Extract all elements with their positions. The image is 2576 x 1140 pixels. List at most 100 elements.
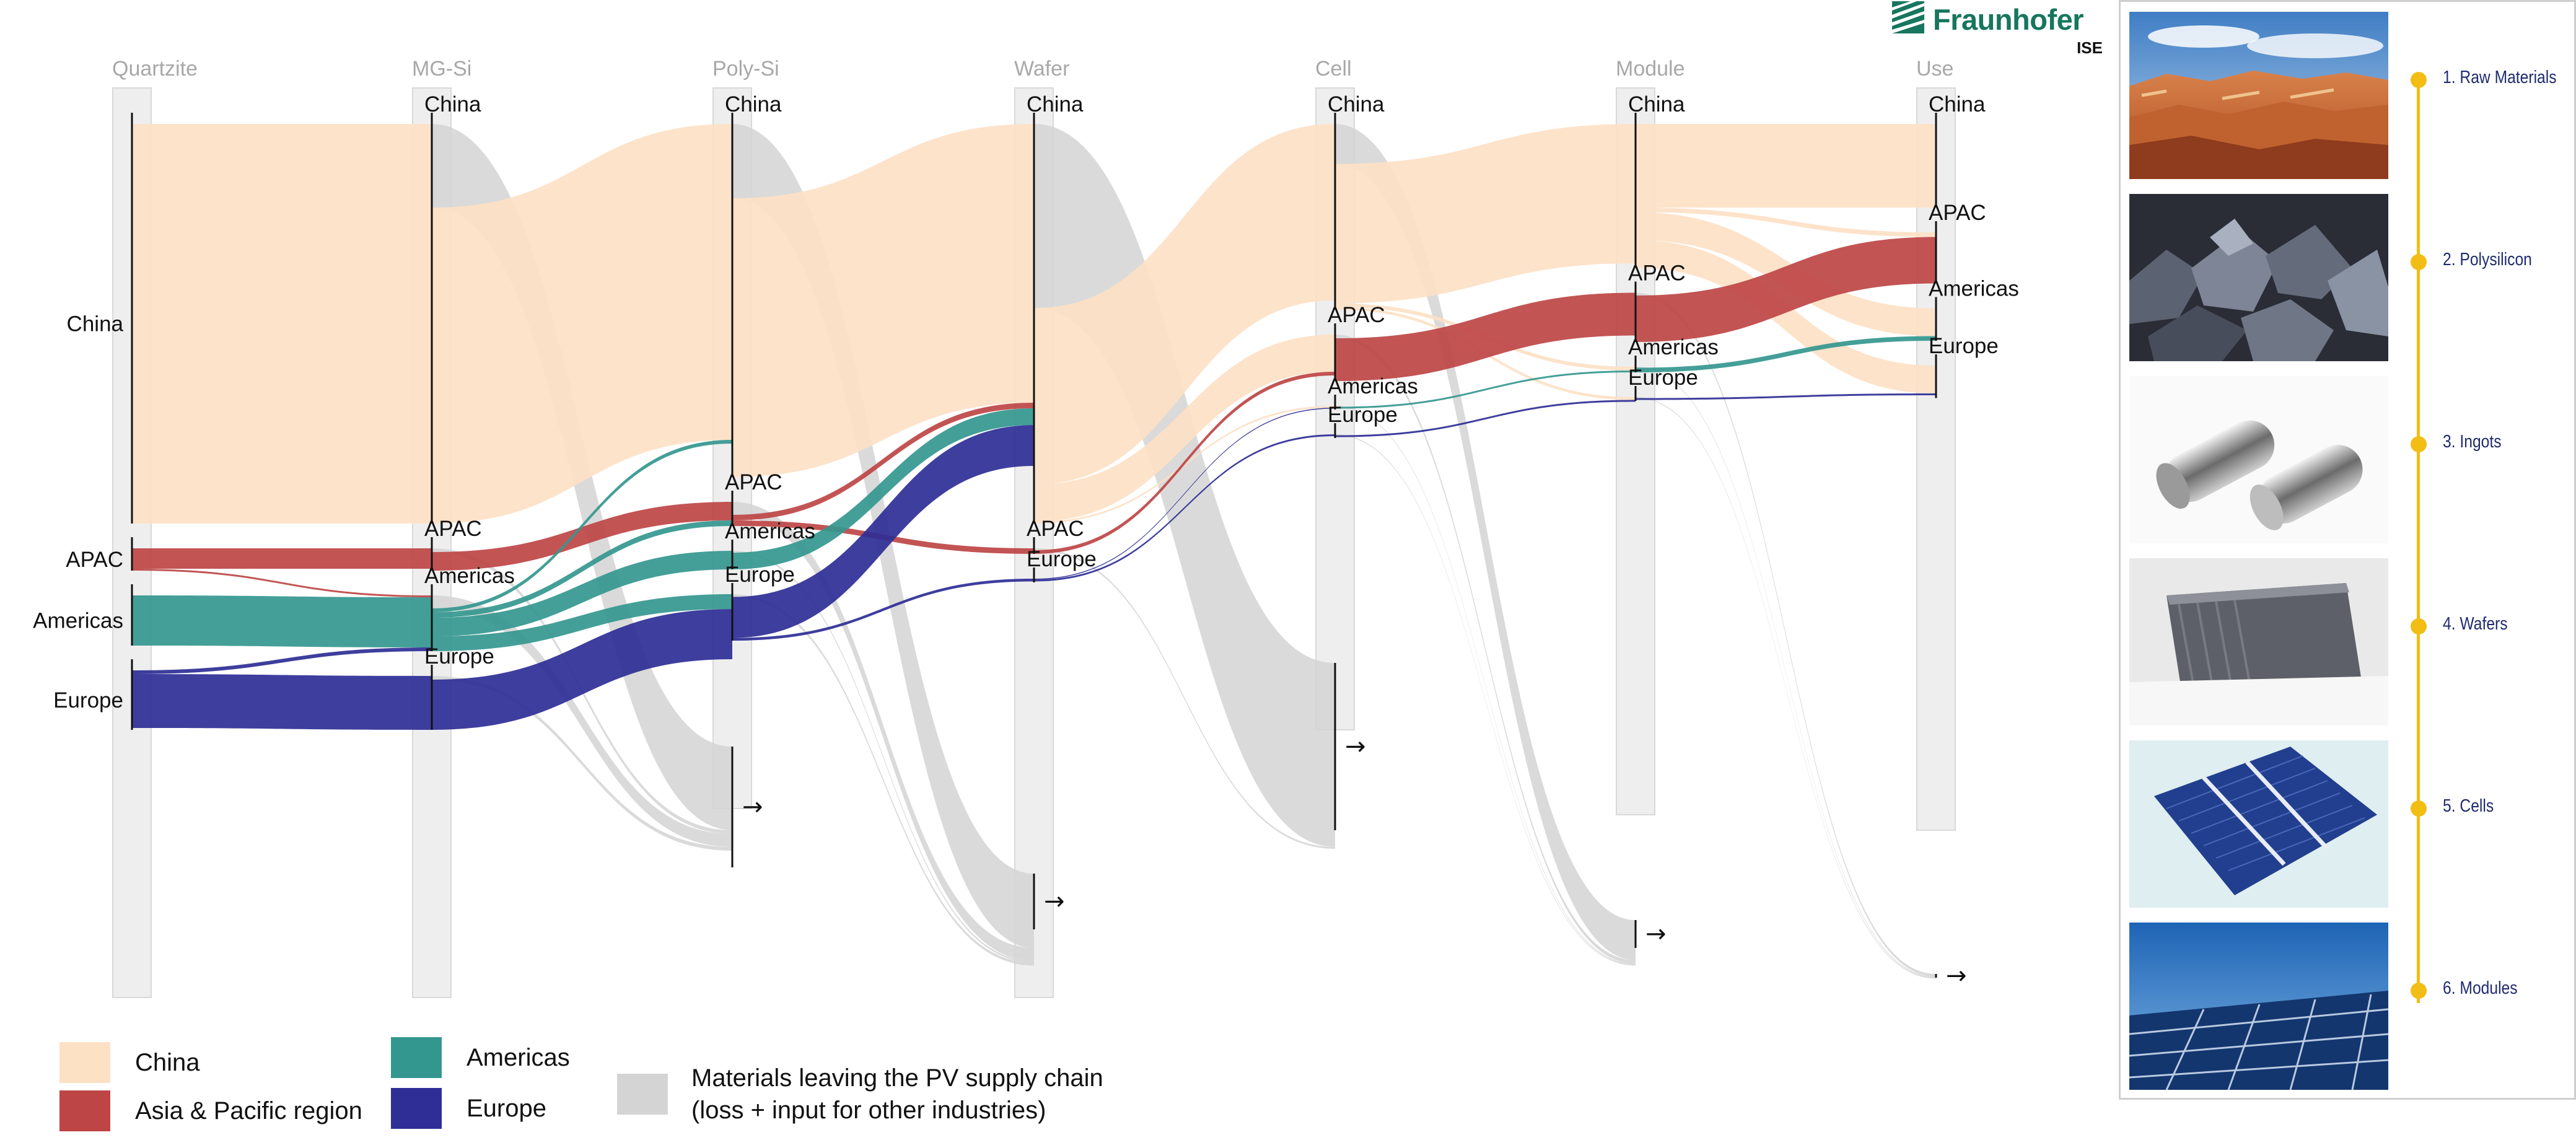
- flow-1-americas-to-leaving: [432, 595, 732, 847]
- legend-swatch-apac: [59, 1090, 110, 1131]
- silicon-ingots-photo: [2129, 376, 2388, 543]
- node-label-6-americas: Americas: [1929, 277, 2019, 301]
- node-label-5-apac: APAC: [1628, 261, 1686, 286]
- leaving-arrow-4: →: [1345, 732, 1366, 761]
- legend-item-europe: Europe: [391, 1088, 546, 1129]
- flow-3-europe-to-americas: [1034, 408, 1335, 580]
- flow-3-apac-to-apac: [1034, 372, 1335, 554]
- flow-1-europe-to-leaving: [432, 676, 732, 851]
- flow-4-apac-to-leaving: [1335, 335, 1636, 964]
- node-label-3-china: China: [1027, 92, 1084, 116]
- node-label-4-americas: Americas: [1328, 374, 1418, 398]
- flow-4-europe-to-europe: [1335, 400, 1636, 437]
- step-dot-5: [2411, 800, 2427, 817]
- node-labels: China APAC Americas Europe China APAC Americas…: [33, 92, 2019, 990]
- flow-1-europe-to-europe: [432, 609, 732, 730]
- flow-2-europe-to-europe: [732, 579, 1034, 641]
- leaving-arrow-2: →: [742, 793, 763, 822]
- legend-swatch-americas: [391, 1037, 442, 1078]
- flow-5-europe-to-leaving: [1636, 397, 1936, 979]
- node-label-1-americas: Americas: [424, 564, 515, 588]
- step-label-cells: 5. Cells: [2443, 796, 2494, 816]
- node-label-4-apac: APAC: [1328, 303, 1385, 327]
- node-label-2-americas: Americas: [725, 519, 815, 543]
- legend-label-americas: Americas: [467, 1044, 570, 1071]
- node-label-1-europe: Europe: [424, 644, 494, 669]
- flow-2-americas-to-leaving: [732, 551, 1034, 963]
- node-label-0-china: China: [67, 312, 124, 336]
- node-label-6-europe: Europe: [1929, 334, 1999, 358]
- step-dot-3: [2411, 436, 2427, 452]
- step-label-ingots: 3. Ingots: [2443, 432, 2502, 452]
- flow-1-americas-to-americas: [432, 551, 732, 636]
- flow-1-americas-to-china: [432, 440, 732, 612]
- step-dot-4: [2411, 618, 2427, 634]
- stage-title-module: Module: [1616, 57, 1685, 81]
- flow-1-americas-to-apac: [432, 520, 732, 618]
- flow-0-apac-to-apac: [132, 548, 432, 569]
- leaving-arrow-3: →: [1044, 887, 1065, 916]
- node-label-2-china: China: [725, 92, 782, 116]
- legend-label-leaving: Materials leaving the PV supply chain (l…: [691, 1064, 1103, 1124]
- flow-0-china-to-china: [132, 124, 432, 524]
- flow-2-americas-to-china: [732, 408, 1034, 569]
- flow-0-americas-to-americas: [132, 595, 432, 647]
- flow-5-china-to-europe: [1636, 240, 1936, 393]
- desert-landscape-photo: [2129, 12, 2388, 179]
- flow-3-apac-to-leaving: [1034, 548, 1335, 849]
- flow-4-europe-to-leaving: [1335, 434, 1636, 966]
- stage-title-quartzite: Quartzite: [112, 57, 198, 81]
- step-dot-2: [2411, 254, 2427, 270]
- solar-cell-photo: [2129, 740, 2388, 908]
- node-label-6-china: China: [1929, 92, 1986, 116]
- node-label-5-europe: Europe: [1628, 366, 1698, 390]
- legend-item-china: China: [59, 1042, 200, 1083]
- flow-3-china-to-apac: [1034, 335, 1335, 522]
- legend-label-apac: Asia & Pacific region: [135, 1097, 362, 1125]
- legend-item-leaving: Materials leaving the PV supply chain (l…: [617, 1062, 1103, 1126]
- node-lines: [131, 113, 1937, 978]
- flow-5-americas-to-leaving: [1636, 367, 1936, 978]
- fraunhofer-logo: Fraunhofer ISE: [1892, 0, 2103, 59]
- flow-5-apac-to-apac: [1636, 237, 1936, 342]
- flow-2-apac-to-leaving: [732, 502, 1034, 961]
- stage-bar-use: [1916, 87, 1956, 831]
- leaving-arrow-6: →: [1946, 962, 1967, 990]
- node-label-3-apac: APAC: [1027, 517, 1084, 541]
- flow-5-europe-to-europe: [1636, 393, 1936, 400]
- stage-title-cell: Cell: [1315, 57, 1352, 81]
- flow-5-americas-to-americas: [1636, 336, 1936, 372]
- flow-5-china-to-china: [1636, 124, 1936, 208]
- step-label-wafers: 4. Wafers: [2443, 614, 2508, 634]
- legend: China Asia & Pacific region Americas Eur…: [59, 1028, 1237, 1134]
- legend-swatch-europe: [391, 1088, 442, 1129]
- legend-label-europe: Europe: [467, 1095, 546, 1122]
- flow-3-china-to-china: [1034, 124, 1335, 484]
- node-label-0-apac: APAC: [66, 548, 123, 572]
- flow-4-americas-to-americas: [1335, 370, 1636, 409]
- legend-swatch-china: [59, 1042, 110, 1083]
- wafer-stack-photo: [2129, 558, 2388, 726]
- legend-swatch-leaving: [617, 1074, 668, 1115]
- flow-1-china-to-china: [432, 124, 732, 524]
- flow-5-apac-to-leaving: [1636, 292, 1936, 977]
- flow-4-china-to-china: [1335, 124, 1636, 304]
- solar-modules-photo: [2129, 923, 2388, 1090]
- flows: [132, 124, 1936, 979]
- node-label-5-china: China: [1628, 92, 1685, 116]
- flow-2-europe-to-leaving: [732, 594, 1034, 966]
- node-label-4-china: China: [1328, 92, 1385, 116]
- node-label-0-americas: Americas: [33, 609, 123, 633]
- flow-1-americas-to-europe: [432, 594, 732, 651]
- legend-item-apac: Asia & Pacific region: [59, 1090, 362, 1131]
- node-label-2-apac: APAC: [725, 470, 782, 494]
- flow-2-china-to-china: [732, 124, 1034, 477]
- step-label-raw-materials: 1. Raw Materials: [2443, 68, 2557, 87]
- stage-titles: Quartzite MG-Si Poly-Si Wafer Cell Module Use: [112, 57, 1953, 81]
- leaving-arrow-5: →: [1645, 920, 1667, 949]
- node-label-0-europe: Europe: [53, 688, 123, 712]
- flow-0-europe-to-europe: [132, 674, 432, 730]
- step-dot-6: [2411, 983, 2427, 999]
- flow-4-apac-to-apac: [1335, 292, 1636, 381]
- node-label-3-europe: Europe: [1027, 547, 1097, 571]
